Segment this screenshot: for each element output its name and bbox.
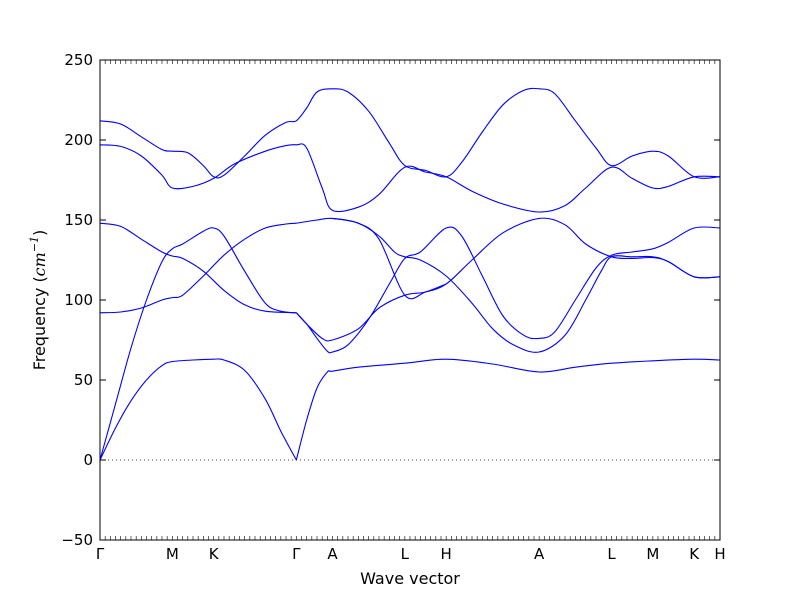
y-tick-label: 0 <box>83 451 93 469</box>
y-axis-label-text: Frequency ( <box>30 276 49 370</box>
y-tick-label: 250 <box>64 51 93 69</box>
x-tick-label: K <box>689 545 700 563</box>
series-line-8 <box>295 217 721 342</box>
x-tick-label: L <box>607 545 616 563</box>
series-line-5 <box>99 222 297 314</box>
x-axis-label: Wave vector <box>360 569 460 588</box>
y-tick-label: −50 <box>61 531 93 549</box>
series-line-2 <box>295 358 721 461</box>
x-tick-label: H <box>441 545 452 563</box>
y-tick-label: 100 <box>64 291 93 309</box>
series-line-1 <box>99 358 297 461</box>
x-tick-label: Γ <box>96 545 105 563</box>
x-tick-label: Γ <box>292 545 301 563</box>
y-tick-label: 200 <box>64 131 93 149</box>
x-tick-label: M <box>166 545 179 563</box>
y-axis-label-unit: cm <box>30 252 49 276</box>
x-tick-label: M <box>646 545 659 563</box>
x-tick-label: A <box>534 545 545 563</box>
y-axis-label-unit-exponent: −1 <box>28 236 41 252</box>
x-tick-label: L <box>401 545 410 563</box>
y-axis-label: Frequency (cm−1) <box>28 230 49 371</box>
y-tick-label: 50 <box>74 371 93 389</box>
series-line-7 <box>295 226 721 354</box>
plot-series <box>99 87 721 461</box>
y-axis-label-close: ) <box>30 230 49 236</box>
y-axis-ticks: −50 0 50 100 150 200 250 <box>61 51 720 549</box>
series-line-3 <box>99 227 297 461</box>
series-line-4 <box>99 222 297 314</box>
x-tick-label: H <box>714 545 725 563</box>
x-tick-label: K <box>209 545 220 563</box>
x-tick-label: A <box>327 545 338 563</box>
series-line-11 <box>99 87 721 179</box>
series-line-10 <box>99 143 721 213</box>
y-tick-label: 150 <box>64 211 93 229</box>
series-line-9 <box>332 217 447 300</box>
